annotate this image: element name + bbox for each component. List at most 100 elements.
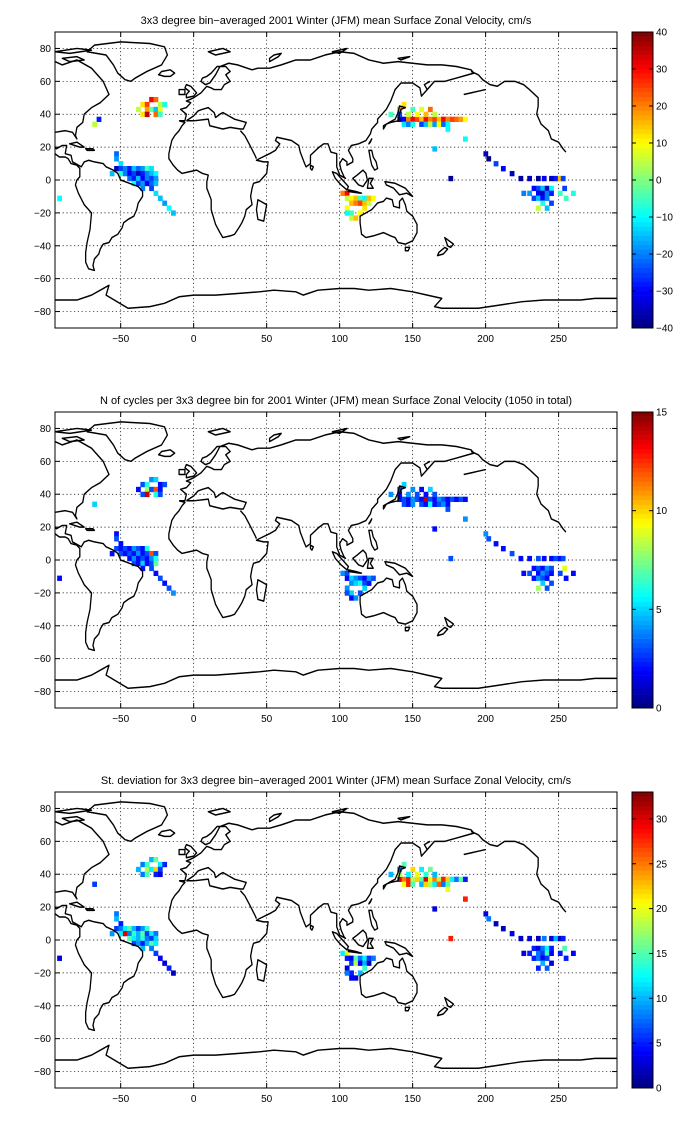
data-bin <box>153 175 159 182</box>
data-bin <box>127 555 133 562</box>
data-bin <box>371 955 376 961</box>
data-bin <box>357 210 363 216</box>
colorbar-segment <box>632 161 653 167</box>
data-bin <box>153 950 159 957</box>
data-bin <box>388 491 394 498</box>
data-bin <box>544 570 550 577</box>
data-bin <box>353 215 359 221</box>
colorbar-segment <box>632 73 653 79</box>
data-bin <box>349 975 354 981</box>
y-tick-label: −20 <box>34 208 51 219</box>
data-bin <box>344 955 350 961</box>
colorbar-segment <box>632 235 653 241</box>
colorbar-segment <box>632 652 653 658</box>
colorbar-segment <box>632 110 653 116</box>
data-bin <box>401 881 407 887</box>
colorbar-segment <box>632 930 653 936</box>
data-bin <box>527 555 533 562</box>
data-bin <box>136 546 141 552</box>
data-bin <box>432 501 438 507</box>
data-bin <box>136 926 141 932</box>
data-bin <box>500 166 506 172</box>
data-bin <box>349 210 354 216</box>
data-bin <box>144 486 150 493</box>
data-bin <box>162 960 168 966</box>
data-bin <box>553 935 559 942</box>
data-bin <box>153 106 159 113</box>
data-bin <box>406 871 411 878</box>
data-bin <box>463 516 468 522</box>
data-bin <box>535 965 541 971</box>
data-bin <box>432 871 438 878</box>
colorbar-segment <box>632 1023 653 1029</box>
data-bin <box>410 876 416 883</box>
data-bin <box>149 486 154 493</box>
colorbar-segment <box>632 532 653 538</box>
colorbar-segment <box>632 166 653 172</box>
data-bin <box>349 970 354 976</box>
colorbar-segment <box>632 541 653 547</box>
data-bin <box>162 861 168 868</box>
data-bin <box>114 156 119 162</box>
data-bin <box>362 965 368 971</box>
data-bin <box>349 580 354 586</box>
data-bin <box>544 195 550 201</box>
x-tick-label: 100 <box>331 1094 348 1105</box>
data-bin <box>544 205 550 211</box>
colorbar-segment <box>632 597 653 602</box>
colorbar-segment <box>632 240 653 246</box>
data-bin <box>366 575 372 581</box>
chart-title: N of cycles per 3x3 degree bin for 2001 … <box>100 395 572 407</box>
colorbar-segment <box>632 115 653 121</box>
colorbar-tick-label: 30 <box>656 814 668 825</box>
data-bin <box>349 200 354 206</box>
data-bin <box>436 881 442 887</box>
colorbar-tick-label: 10 <box>656 139 668 150</box>
data-bin <box>131 180 137 187</box>
data-bin <box>483 151 489 157</box>
data-bin <box>149 930 154 937</box>
data-bin <box>458 116 464 123</box>
data-bin <box>432 881 438 887</box>
data-bin <box>140 180 146 187</box>
data-bin <box>423 121 429 127</box>
y-tick-label: −60 <box>34 654 51 665</box>
data-bin <box>144 935 150 942</box>
data-bin <box>445 876 451 883</box>
data-bin <box>353 595 359 601</box>
x-tick-label: 200 <box>477 334 494 345</box>
y-tick-label: −40 <box>34 621 51 632</box>
data-bin <box>144 930 150 937</box>
colorbar-tick-label: −10 <box>656 213 673 224</box>
x-tick-label: 250 <box>550 334 567 345</box>
data-bin <box>540 960 546 966</box>
panel-2: N of cycles per 3x3 degree bin for 2001 … <box>34 395 668 725</box>
colorbar-segment <box>632 513 653 519</box>
data-bin <box>427 496 433 503</box>
data-bin <box>527 950 533 957</box>
colorbar-segment <box>632 569 653 575</box>
colorbar-segment <box>632 1055 653 1061</box>
data-bin <box>149 175 154 182</box>
data-bin <box>140 170 146 177</box>
data-bin <box>136 866 141 873</box>
colorbar-segment <box>632 916 653 922</box>
data-bin <box>114 166 119 172</box>
data-bin <box>571 570 576 577</box>
data-bin <box>344 965 350 971</box>
data-bin <box>388 871 394 878</box>
data-bin <box>544 565 550 572</box>
data-bin <box>560 175 566 182</box>
colorbar-segment <box>632 309 653 315</box>
data-bin <box>122 550 128 557</box>
colorbar-tick-label: 20 <box>656 904 668 915</box>
data-bin <box>557 950 563 957</box>
colorbar-segment <box>632 995 653 1001</box>
colorbar-segment <box>632 69 653 74</box>
data-bin <box>140 935 146 942</box>
data-bin <box>162 580 168 586</box>
data-bin <box>540 190 546 197</box>
data-bin <box>436 496 442 503</box>
data-bin <box>557 555 563 562</box>
colorbar-tick-label: 25 <box>656 859 668 870</box>
